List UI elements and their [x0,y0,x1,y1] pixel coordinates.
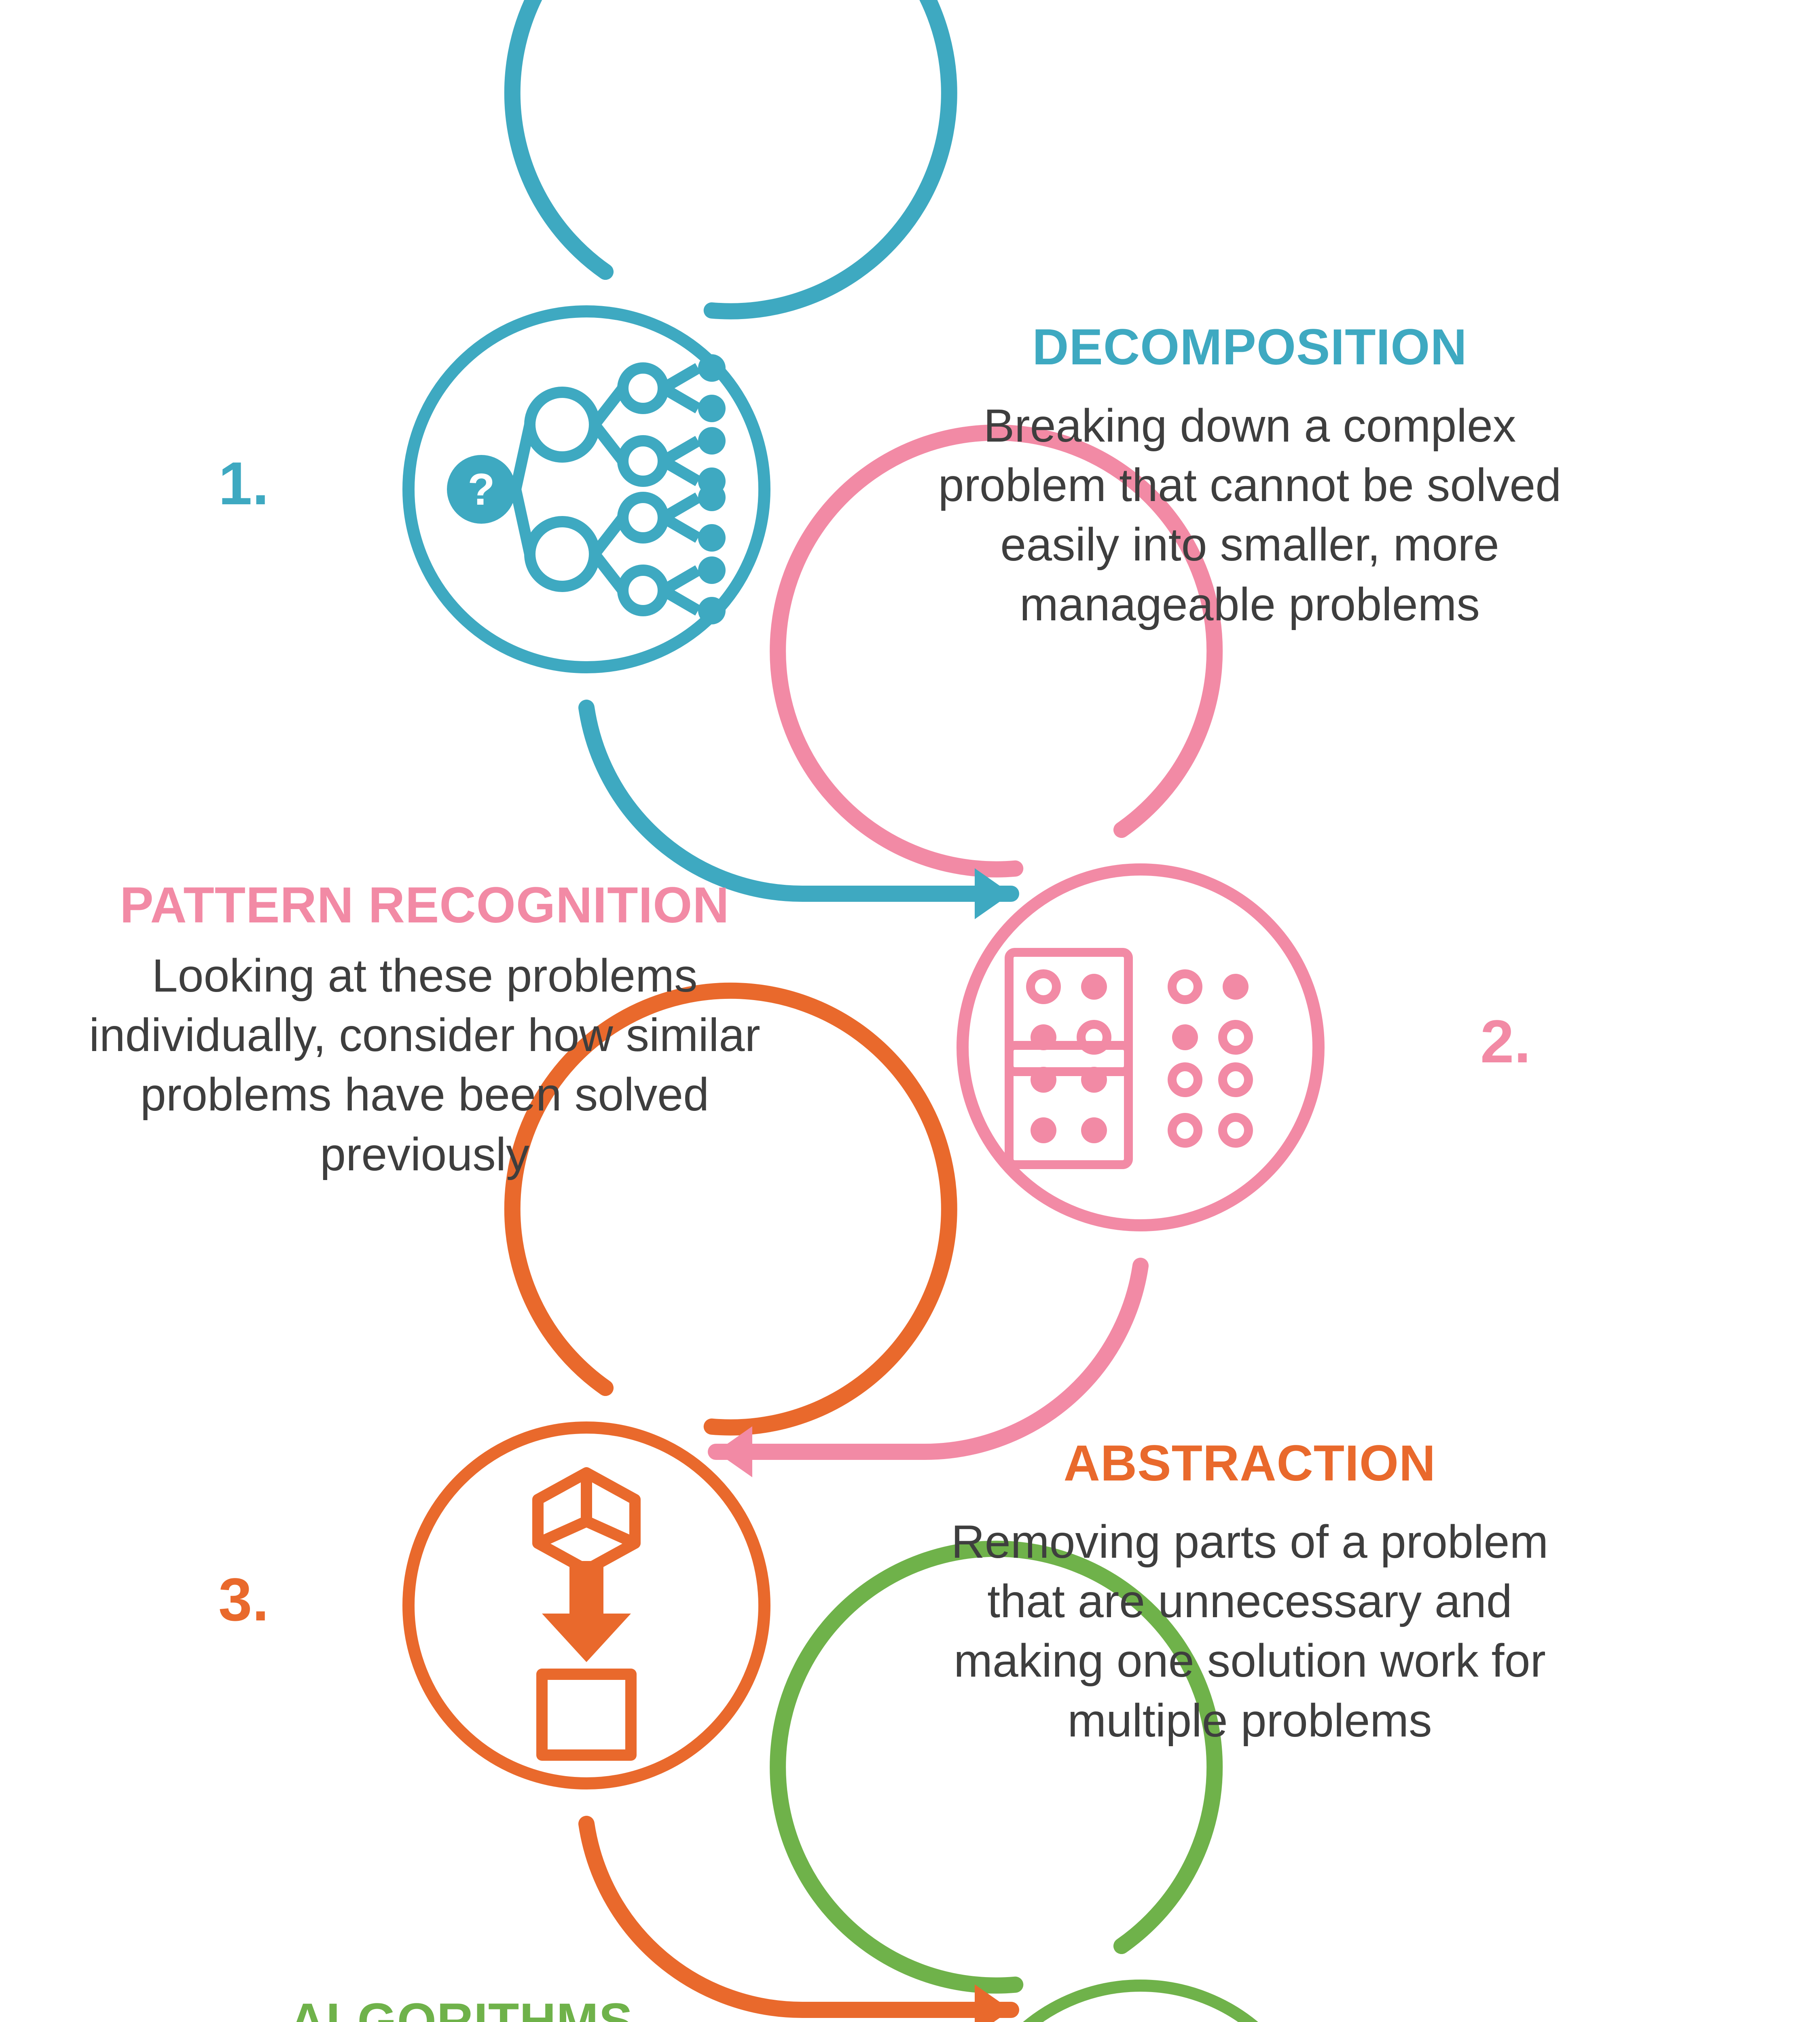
infographic-page: ? 1. DECOMPOSITION Breaking down a complex… [0,0,1820,2022]
pattern-dot-filled [1081,1067,1107,1093]
tree-node [623,368,663,408]
step-title-pattern-recognition: PATTERN RECOGNITION [77,878,772,933]
pattern-dot-open [1223,1024,1249,1050]
step-body-abstraction: Removing parts of a problem that are unn… [914,1512,1585,1751]
tree-node [530,392,595,457]
step-title-algorithms: ALGORITHMS [154,1994,768,2022]
pattern-dot-open [1172,974,1198,1000]
pattern-dot-filled [1031,1117,1056,1143]
step-body-pattern-recognition: Looking at these problems individually, … [77,946,772,1184]
tree-leaf [698,597,726,624]
tree-leaf [698,524,726,552]
tree-edge [663,518,698,538]
pattern-dot-filled [1031,1067,1056,1093]
pattern-dot-open [1223,1117,1249,1143]
square-outline [542,1674,631,1755]
decomposition-outer-ring [512,0,949,311]
tree-node [623,570,663,611]
cube-edge [586,1521,635,1543]
tree-node [530,522,595,586]
step-number-2: 2. [1480,1011,1531,1072]
step-title-abstraction: ABSTRACTION [942,1436,1557,1491]
arrow-head-down [542,1614,631,1662]
tree-edge [663,461,698,481]
tree-node [623,441,663,481]
arrow-shaft [569,1561,603,1614]
tree-leaf [698,354,726,382]
tree-leaf [698,484,726,511]
pattern-dot-filled [1081,1117,1107,1143]
tree-edge [663,590,698,611]
pattern-dot-filled [1081,974,1107,1000]
pattern-dot-filled [1172,1024,1198,1050]
pattern-dot-open [1223,1067,1249,1093]
question-mark: ? [468,465,495,514]
step-title-decomposition: DECOMPOSITION [942,319,1557,375]
tree-leaf [698,427,726,455]
pattern-box [1009,1045,1128,1165]
pattern-dot-filled [1223,974,1249,1000]
step-body-decomposition: Breaking down a complex problem that can… [922,396,1577,635]
cube-edge [538,1521,586,1543]
pattern-dot-open [1172,1067,1198,1093]
tree-leaf [698,395,726,422]
tree-leaf [698,556,726,584]
pattern-box [1009,952,1128,1072]
tree-edge [663,388,698,408]
step-number-1: 1. [218,453,269,514]
tree-node [623,497,663,538]
step-number-3: 3. [218,1569,269,1630]
pattern-dot-open [1031,974,1056,1000]
pattern-dot-open [1172,1117,1198,1143]
